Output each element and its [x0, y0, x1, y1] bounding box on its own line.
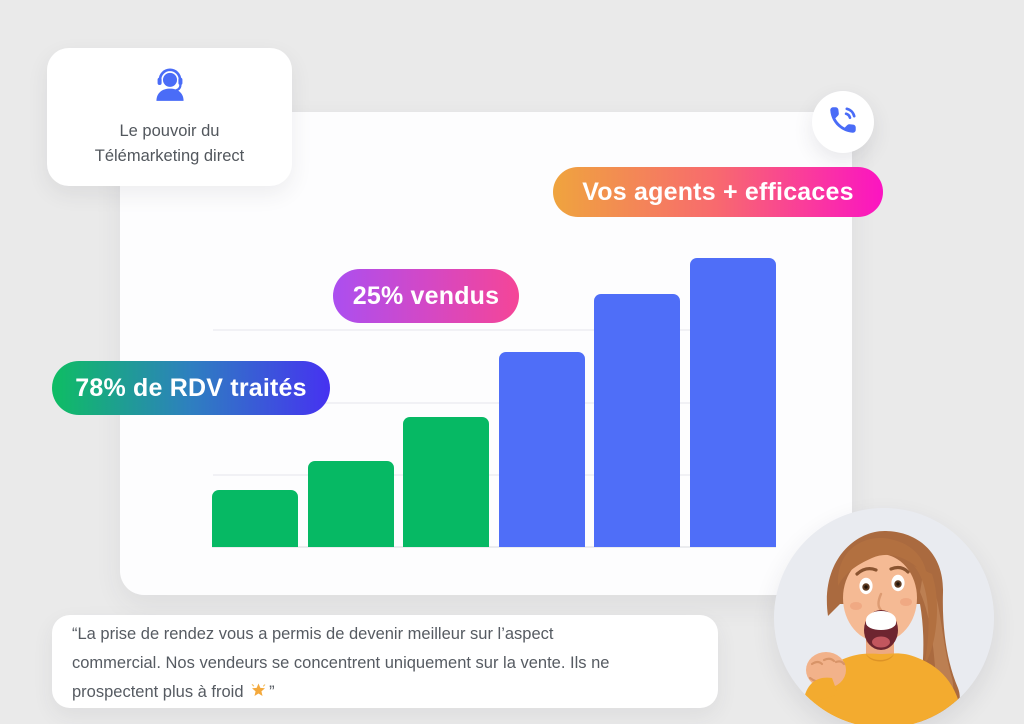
testimonial-line-3-text: prospectent plus à froid: [72, 683, 244, 701]
bar-3: [403, 416, 490, 547]
bar-5: [594, 294, 681, 547]
testimonial-closing-quote: ”: [269, 683, 275, 701]
chart-baseline: [212, 546, 776, 548]
testimonial-card: “La prise de rendez vous a permis de dev…: [52, 615, 718, 708]
customer-photo: [774, 508, 994, 724]
title-line-1: Le pouvoir du: [119, 122, 220, 140]
woman-illustration: [774, 508, 994, 724]
bar-4: [498, 351, 585, 547]
gridline: [213, 473, 775, 476]
testimonial-line-1: “La prise de rendez vous a permis de dev…: [72, 625, 554, 643]
bar-1: [212, 489, 298, 547]
gridline: [213, 329, 775, 332]
badge-rdv-label: 78% de RDV traités: [75, 373, 307, 402]
gridline: [213, 401, 775, 404]
badge-agents-label: Vos agents + efficaces: [582, 177, 854, 206]
testimonial-line-2: commercial. Nos vendeurs se concentrent …: [72, 654, 610, 672]
badge-vendus-label: 25% vendus: [352, 281, 500, 310]
badge-78-rdv-traites: 78% de RDV traités: [52, 361, 330, 415]
testimonial-line-3: prospectent plus à froid ”: [72, 678, 698, 710]
telemarketing-card: Le pouvoir du Télémarketing direct: [47, 48, 292, 186]
headset-agent-icon: [149, 65, 191, 112]
title-line-2: Télémarketing direct: [94, 147, 245, 165]
telemarketing-card-title: Le pouvoir du Télémarketing direct: [95, 119, 244, 169]
glowing-star-icon: [249, 681, 268, 710]
badge-25-vendus: 25% vendus: [333, 269, 519, 323]
phone-call-button[interactable]: [812, 91, 874, 153]
badge-agents-efficaces: Vos agents + efficaces: [553, 167, 883, 217]
phone-ringing-icon: [826, 103, 860, 142]
bar-6: [689, 258, 776, 547]
bar-chart: [212, 155, 776, 548]
bar-2: [307, 461, 394, 547]
bars-row: [212, 155, 776, 547]
